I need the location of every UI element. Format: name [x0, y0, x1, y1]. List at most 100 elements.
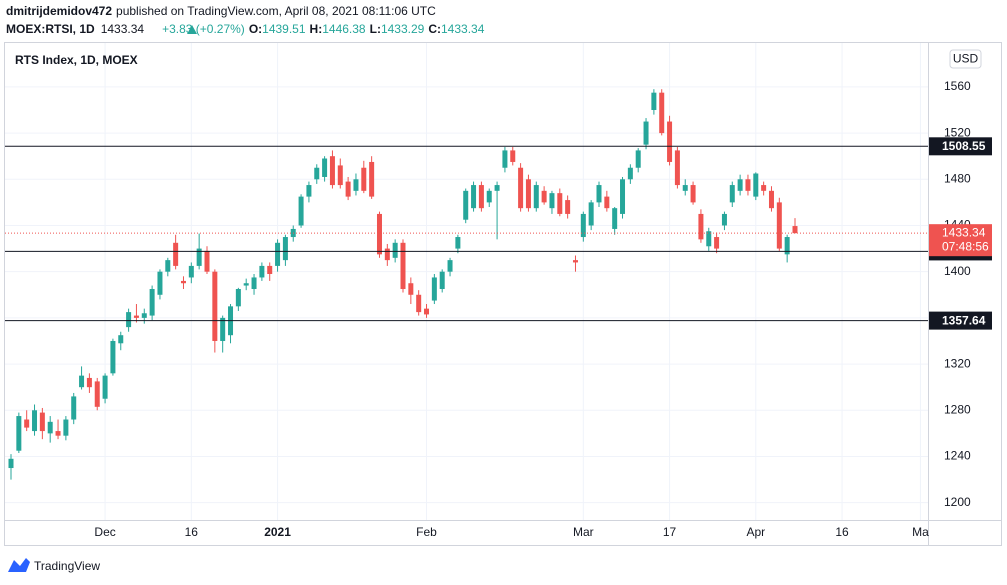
candle-body — [431, 277, 437, 301]
price-label: 1508.55 — [942, 139, 986, 153]
y-tick-label: 1480 — [944, 171, 971, 185]
y-tick-label: 1400 — [944, 264, 971, 278]
x-tick-label: Feb — [416, 525, 437, 539]
logo — [8, 558, 30, 572]
candle-body — [47, 421, 53, 434]
symbol: MOEX:RTSI, 1D — [6, 22, 95, 36]
grid — [5, 43, 928, 520]
candle-body — [596, 185, 602, 203]
candle-body — [698, 213, 704, 240]
candle-body — [502, 150, 508, 168]
candle-body — [753, 173, 759, 197]
candle-body — [439, 271, 445, 290]
candle-body — [455, 237, 461, 249]
candle-body — [572, 260, 578, 263]
published: published on TradingView.com, April 08, … — [116, 4, 436, 18]
candle-body — [494, 185, 500, 191]
candle-body — [580, 213, 586, 238]
candle-body — [314, 167, 320, 180]
candle-body — [149, 289, 155, 316]
symbol-line: MOEX:RTSI, 1D 1433.34 +3.83 (+0.27%) O:1439… — [6, 22, 485, 36]
currency-button[interactable] — [949, 49, 982, 69]
y-tick-label: 1560 — [944, 79, 971, 93]
candle-body — [32, 410, 38, 432]
x-tick-label: Mar — [573, 525, 594, 539]
y-tick-label: 1240 — [944, 449, 971, 463]
candle-body — [768, 190, 774, 209]
candle-body — [424, 308, 430, 315]
x-tick-label: 16 — [835, 525, 849, 539]
candle-body — [737, 179, 743, 191]
candle-body — [369, 161, 375, 197]
candle-body — [337, 165, 343, 186]
candle-body — [306, 185, 312, 197]
y-tick-label: 1280 — [944, 402, 971, 416]
candle-body — [329, 156, 335, 186]
candle-body — [541, 190, 547, 203]
candle-body — [651, 92, 657, 110]
candle-body — [212, 271, 218, 341]
candle-body — [251, 277, 257, 290]
candle-body — [173, 242, 179, 266]
candle-body — [345, 181, 351, 197]
candle-body — [627, 167, 633, 180]
candle-body — [361, 167, 367, 191]
candle-body — [376, 213, 382, 255]
candle-body — [612, 208, 618, 229]
candle-body — [706, 231, 712, 247]
candle-body — [102, 375, 108, 399]
candle-body — [784, 237, 790, 255]
countdown: 07:48:56 — [942, 239, 989, 253]
candle-body — [486, 190, 492, 203]
candle-body — [8, 458, 14, 469]
candle-body — [180, 280, 186, 284]
x-tick-label: Ma — [912, 525, 929, 539]
candle-body — [243, 283, 249, 286]
x-tick-label: Apr — [746, 525, 765, 539]
logo-icon — [8, 558, 30, 572]
last-price-box — [929, 224, 992, 257]
candle-body — [118, 335, 124, 344]
candle-body — [235, 289, 241, 307]
candle-body — [518, 167, 524, 209]
last-price-label: 1433.34 — [942, 225, 986, 239]
x-tick-label: 16 — [185, 525, 199, 539]
candle-body — [557, 193, 563, 214]
candle-body — [416, 294, 422, 313]
candle-body — [165, 260, 171, 272]
candle-body — [659, 92, 665, 134]
candle-body — [157, 271, 163, 295]
candle-body — [400, 242, 406, 290]
ohlc-value: 1446.38 — [322, 22, 366, 36]
price-label: 1357.64 — [942, 313, 986, 327]
candle-body — [635, 150, 641, 168]
x-tick-label: 2021 — [264, 525, 291, 539]
candle-body — [533, 185, 539, 209]
ohlc-label: L: — [370, 22, 381, 36]
candle-body — [94, 381, 100, 407]
candle-body — [79, 375, 85, 388]
x-tick-label: 17 — [663, 525, 677, 539]
candle-body — [16, 416, 22, 451]
candle-body — [745, 179, 751, 191]
candle-body — [126, 312, 132, 328]
currency[interactable]: USD — [953, 52, 979, 66]
candle-body — [220, 317, 226, 341]
up-arrow — [187, 25, 197, 34]
candle-body — [604, 196, 610, 209]
candle-body — [690, 185, 696, 203]
ohlc-value: 1439.51 — [262, 22, 306, 36]
candle-body — [729, 185, 735, 203]
candle-body — [267, 265, 273, 274]
candle-body — [620, 179, 626, 214]
candle-body — [86, 377, 92, 388]
candle-body — [776, 202, 782, 249]
candle-body — [447, 260, 453, 272]
candle-body — [478, 185, 484, 209]
candle-body — [549, 193, 555, 209]
candle-body — [643, 121, 649, 145]
candle-body — [792, 226, 798, 234]
candle-body — [39, 412, 45, 432]
candle-body — [510, 150, 516, 162]
header-line: dmitrijdemidov472 published on TradingVie… — [6, 4, 436, 18]
